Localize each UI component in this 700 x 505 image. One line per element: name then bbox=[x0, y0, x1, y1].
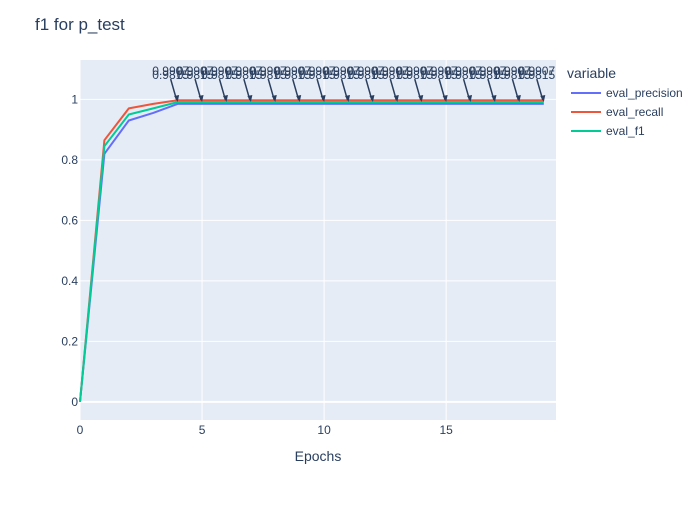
annotation-arrowhead bbox=[296, 95, 302, 103]
annotation-label: 0.9815 bbox=[372, 68, 409, 82]
annotation-label: 0.9815 bbox=[250, 68, 287, 82]
annotation-label: 0.9907 bbox=[421, 64, 458, 78]
annotation-label: 0.9907 bbox=[518, 64, 555, 78]
annotation-label: 0.9815 bbox=[396, 68, 433, 82]
annotation-label: 0.9907 bbox=[445, 64, 482, 78]
annotation-label: 0.9815 bbox=[274, 68, 311, 82]
annotation-label: 0.9907 bbox=[274, 64, 311, 78]
y-tick-label: 0.2 bbox=[61, 334, 78, 348]
x-axis-ticks: 0 5 10 15 bbox=[77, 423, 453, 437]
annotation-label: 0.9907 bbox=[323, 64, 360, 78]
plot-area bbox=[80, 60, 556, 420]
annotation-label: 0.9907 bbox=[250, 64, 287, 78]
annotation-label: 0.9907 bbox=[396, 64, 433, 78]
x-tick-label: 10 bbox=[317, 423, 331, 437]
annotation-arrowhead bbox=[174, 95, 180, 103]
series-line-eval-f1[interactable] bbox=[79, 101, 544, 402]
annotation-label: 0.9815 bbox=[518, 68, 555, 82]
y-tick-label: 0.4 bbox=[61, 274, 78, 288]
annotation-arrowhead bbox=[222, 95, 228, 103]
annotation-arrowhead bbox=[393, 95, 399, 103]
annotation-label: 0.9907 bbox=[177, 64, 214, 78]
y-tick-label: 1 bbox=[71, 92, 78, 106]
series-lines bbox=[79, 99, 544, 402]
annotation-label: 0.9815 bbox=[299, 68, 336, 82]
data-annotations: 0.99070.98150.99070.98150.99070.98150.99… bbox=[152, 64, 555, 103]
annotation-label: 0.9815 bbox=[226, 68, 263, 82]
y-tick-label: 0.6 bbox=[61, 213, 78, 227]
annotation-label: 0.9815 bbox=[177, 68, 214, 82]
annotation-label: 0.9907 bbox=[152, 64, 189, 78]
legend-item-eval-precision[interactable]: eval_precision bbox=[571, 86, 683, 100]
annotation-label: 0.9815 bbox=[494, 68, 531, 82]
legend-items[interactable]: eval_precision eval_recall eval_f1 bbox=[571, 86, 683, 138]
legend-label: eval_recall bbox=[606, 105, 663, 119]
chart-title: f1 for p_test bbox=[35, 15, 125, 34]
annotation-label: 0.9815 bbox=[470, 68, 507, 82]
annotation-arrowhead bbox=[418, 95, 424, 103]
series-line-eval-recall[interactable] bbox=[79, 99, 544, 402]
x-tick-label: 5 bbox=[199, 423, 206, 437]
x-axis-label: Epochs bbox=[295, 448, 342, 464]
series-line-eval-precision[interactable] bbox=[79, 102, 544, 402]
annotation-label: 0.9907 bbox=[201, 64, 238, 78]
legend[interactable]: variable eval_precision eval_recall eval_f… bbox=[567, 65, 683, 138]
annotation-arrowhead bbox=[515, 95, 521, 103]
annotation-label: 0.9815 bbox=[421, 68, 458, 82]
annotation-label: 0.9907 bbox=[372, 64, 409, 78]
annotation-label: 0.9907 bbox=[299, 64, 336, 78]
x-tick-label: 15 bbox=[439, 423, 453, 437]
annotation-label: 0.9907 bbox=[494, 64, 531, 78]
annotation-label: 0.9907 bbox=[348, 64, 385, 78]
annotation-label: 0.9815 bbox=[445, 68, 482, 82]
y-tick-label: 0 bbox=[71, 395, 78, 409]
annotation-arrowhead bbox=[491, 95, 497, 103]
legend-label: eval_f1 bbox=[606, 124, 645, 138]
legend-item-eval-f1[interactable]: eval_f1 bbox=[571, 124, 645, 138]
annotation-label: 0.9815 bbox=[201, 68, 238, 82]
x-tick-label: 0 bbox=[77, 423, 84, 437]
annotation-arrowhead bbox=[540, 95, 546, 103]
annotation-label: 0.9907 bbox=[470, 64, 507, 78]
legend-label: eval_precision bbox=[606, 86, 683, 100]
annotation-arrowhead bbox=[345, 95, 351, 103]
annotation-label: 0.9815 bbox=[152, 68, 189, 82]
annotation-arrowhead bbox=[467, 95, 473, 103]
annotation-label: 0.9907 bbox=[226, 64, 263, 78]
y-axis-ticks: 0 0.2 0.4 0.6 0.8 1 bbox=[61, 92, 78, 409]
annotation-arrowhead bbox=[320, 95, 326, 103]
annotation-arrowhead bbox=[247, 95, 253, 103]
annotation-label: 0.9815 bbox=[348, 68, 385, 82]
annotation-arrowhead bbox=[442, 95, 448, 103]
annotation-label: 0.9815 bbox=[323, 68, 360, 82]
annotation-arrowhead bbox=[198, 95, 204, 103]
legend-item-eval-recall[interactable]: eval_recall bbox=[571, 105, 663, 119]
legend-title: variable bbox=[567, 65, 616, 81]
annotation-arrowhead bbox=[369, 95, 375, 103]
annotation-arrowhead bbox=[271, 95, 277, 103]
y-tick-label: 0.8 bbox=[61, 153, 78, 167]
